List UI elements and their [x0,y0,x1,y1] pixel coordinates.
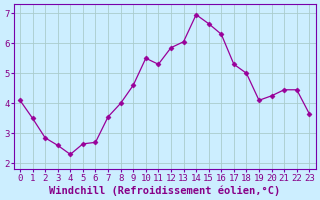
X-axis label: Windchill (Refroidissement éolien,°C): Windchill (Refroidissement éolien,°C) [49,185,280,196]
